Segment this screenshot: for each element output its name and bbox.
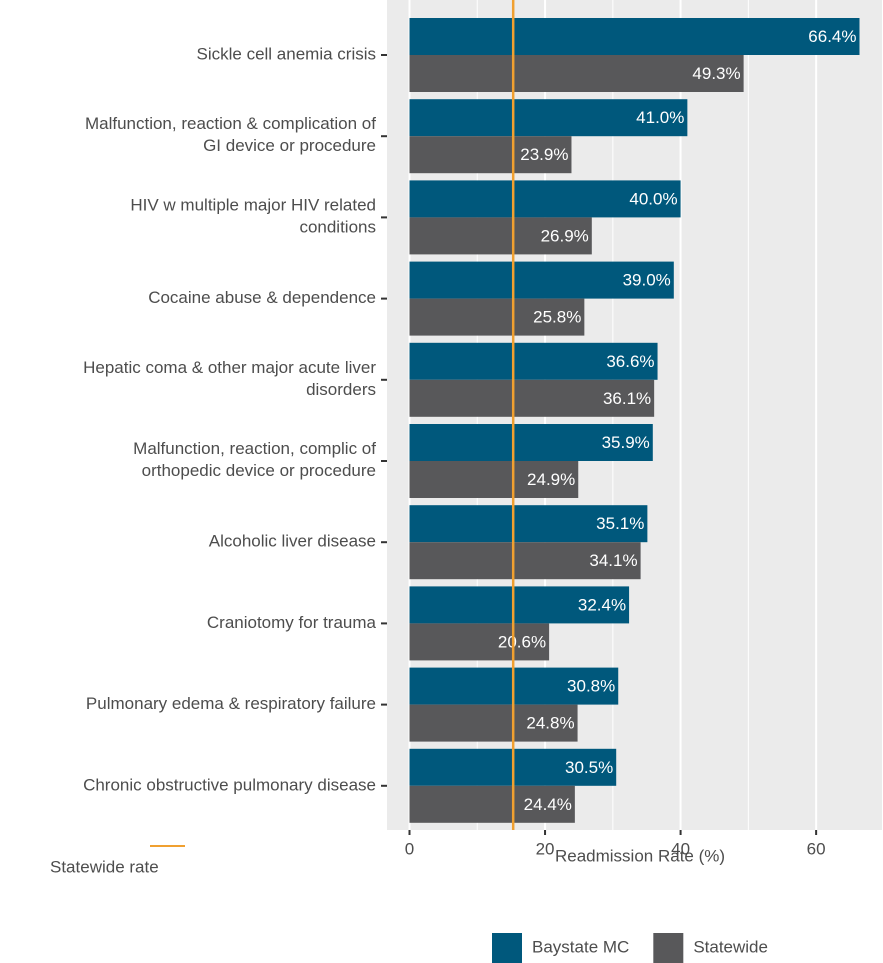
y-tick-label: Malfunction, reaction, complic of orthope…: [133, 439, 376, 480]
reference-legend-label: Statewide rate: [50, 857, 159, 876]
y-tick-label: Alcoholic liver disease: [209, 532, 376, 551]
bar: [409, 55, 744, 92]
x-tick-label: 60: [807, 839, 826, 858]
value-label: 34.1%: [589, 551, 637, 570]
value-label: 35.1%: [596, 514, 644, 533]
x-tick-label: 0: [405, 839, 414, 858]
bar: [409, 505, 648, 543]
bar: [409, 298, 585, 336]
bar: [409, 180, 681, 218]
value-label: 30.5%: [565, 758, 613, 777]
y-tick-label: Craniotomy for trauma: [207, 613, 377, 632]
x-axis-label: Readmission Rate (%): [555, 846, 725, 865]
legend-label: Statewide: [693, 937, 768, 956]
value-label: 30.8%: [567, 677, 615, 696]
value-label: 25.8%: [533, 308, 581, 327]
y-tick-label: Chronic obstructive pulmonary disease: [83, 775, 376, 794]
y-tick-label: Pulmonary edema & respiratory failure: [86, 694, 376, 713]
bar: [409, 461, 579, 498]
x-tick-label: 20: [536, 839, 555, 858]
bar: [409, 704, 578, 742]
value-label: 23.9%: [520, 145, 568, 164]
y-tick-label: Cocaine abuse & dependence: [148, 288, 376, 307]
value-label: 39.0%: [623, 271, 671, 290]
value-label: 40.0%: [629, 189, 677, 208]
value-label: 20.6%: [498, 632, 546, 651]
value-label: 24.4%: [524, 795, 572, 814]
legend-label: Baystate MC: [532, 937, 629, 956]
value-label: 36.6%: [606, 352, 654, 371]
x-tick-label: 40: [671, 839, 690, 858]
bar: [409, 99, 688, 137]
legend-swatch: [492, 933, 522, 963]
value-label: 41.0%: [636, 108, 684, 127]
value-label: 24.8%: [526, 714, 574, 733]
value-label: 24.9%: [527, 470, 575, 489]
value-label: 26.9%: [541, 226, 589, 245]
bar: [409, 379, 655, 417]
y-tick-label: Malfunction, reaction & complication of G…: [85, 115, 376, 156]
bar: [409, 136, 572, 174]
bar: [409, 424, 653, 461]
bar: [409, 261, 674, 299]
value-label: 32.4%: [578, 595, 626, 614]
bar: [409, 542, 641, 580]
y-tick-label: Hepatic coma & other major acute liver di…: [83, 358, 376, 399]
y-tick-label: HIV w multiple major HIV related conditio…: [130, 196, 376, 237]
bar: [409, 586, 630, 624]
y-tick-label: Sickle cell anemia crisis: [197, 44, 377, 63]
value-label: 35.9%: [602, 433, 650, 452]
bar: [409, 785, 575, 823]
bar: [409, 623, 550, 661]
value-label: 36.1%: [603, 389, 651, 408]
value-label: 49.3%: [692, 64, 740, 83]
value-label: 66.4%: [808, 27, 856, 46]
bar: [409, 217, 592, 255]
legend-swatch: [653, 933, 684, 963]
bar: [409, 342, 658, 380]
bar: [409, 18, 860, 55]
